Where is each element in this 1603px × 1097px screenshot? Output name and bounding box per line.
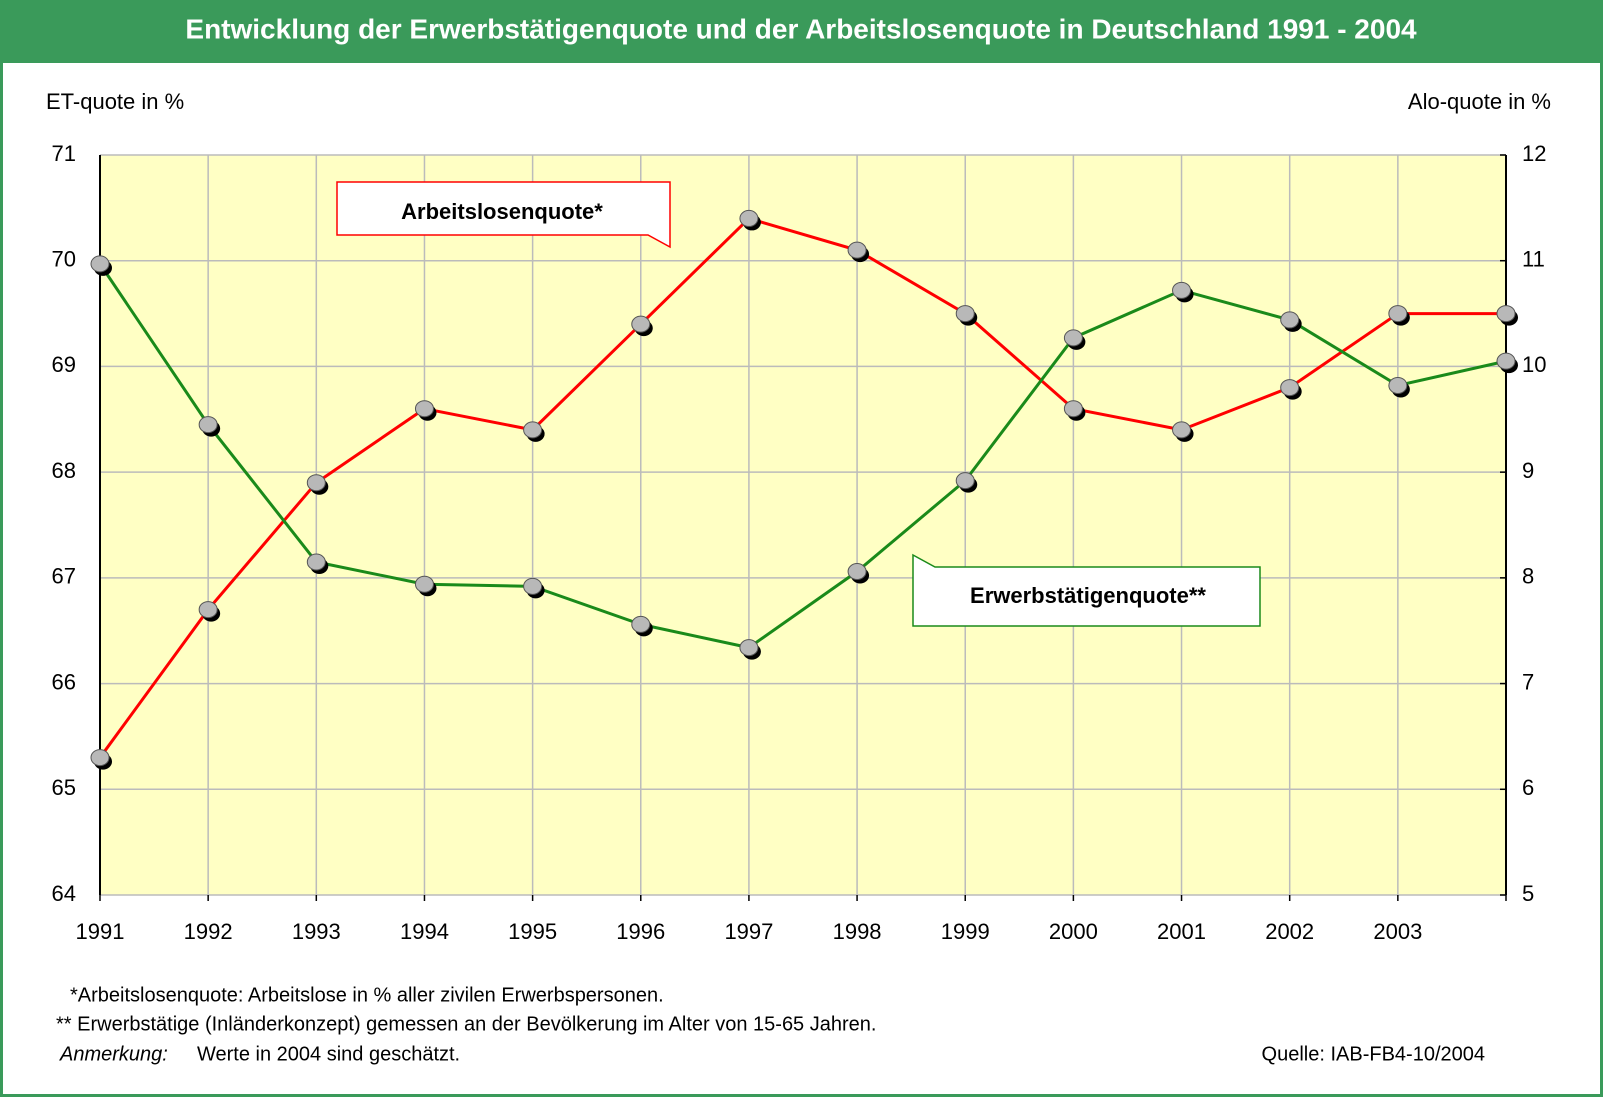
marker <box>1172 421 1192 439</box>
series-label: Erwerbstätigenquote** <box>970 583 1206 608</box>
marker <box>198 416 218 434</box>
y-tick-label: 69 <box>52 352 76 377</box>
x-tick-label: 1991 <box>76 919 125 944</box>
marker <box>90 255 110 273</box>
marker <box>847 563 867 581</box>
marker <box>1280 379 1300 397</box>
x-tick-label: 1994 <box>400 919 449 944</box>
source: Quelle: IAB-FB4-10/2004 <box>1262 1043 1485 1065</box>
x-tick-label: 1999 <box>941 919 990 944</box>
x-tick-label: 1993 <box>292 919 341 944</box>
y2-tick-label: 11 <box>1522 247 1545 272</box>
series-line <box>98 216 1506 759</box>
x-tick-label: 2003 <box>1373 919 1422 944</box>
marker <box>306 553 326 571</box>
remark-label: Anmerkung: <box>59 1043 168 1065</box>
chart-title: Entwicklung der Erwerbstätigenquote und … <box>185 13 1417 44</box>
marker <box>198 601 218 619</box>
marker <box>523 577 543 595</box>
footnote: ** Erwerbstätige (Inländerkonzept) gemes… <box>56 1013 876 1035</box>
marker <box>1063 400 1083 418</box>
marker <box>955 305 975 323</box>
marker <box>523 421 543 439</box>
x-tick-label: 2001 <box>1157 919 1206 944</box>
marker <box>414 400 434 418</box>
y2-tick-label: 7 <box>1522 669 1534 694</box>
x-tick-label: 1995 <box>508 919 557 944</box>
y2-tick-label: 5 <box>1522 881 1534 906</box>
remark-text: Werte in 2004 sind geschätzt. <box>197 1043 460 1065</box>
x-tick-label: 2000 <box>1049 919 1098 944</box>
plot-area <box>100 155 1506 895</box>
y2-tick-label: 10 <box>1522 352 1546 377</box>
marker <box>1063 329 1083 347</box>
x-tick-label: 1998 <box>833 919 882 944</box>
y-tick-label: 70 <box>52 247 76 272</box>
marker <box>955 472 975 490</box>
x-tick-label: 1996 <box>616 919 665 944</box>
y2-axis-label: Alo-quote in % <box>1408 89 1551 114</box>
x-tick-label: 2002 <box>1265 919 1314 944</box>
marker <box>1388 305 1408 323</box>
marker <box>306 474 326 492</box>
marker <box>631 615 651 633</box>
marker <box>1496 352 1516 370</box>
series-label: Arbeitslosenquote* <box>401 199 603 224</box>
marker <box>414 575 434 593</box>
y2-tick-label: 12 <box>1522 141 1546 166</box>
callout-box <box>912 553 1261 627</box>
marker <box>1280 311 1300 329</box>
marker <box>90 749 110 767</box>
x-tick-label: 1997 <box>724 919 773 944</box>
marker <box>1388 376 1408 394</box>
callout-box <box>336 181 671 249</box>
marker <box>739 209 759 227</box>
y2-tick-label: 9 <box>1522 458 1534 483</box>
marker <box>1172 281 1192 299</box>
y-tick-label: 71 <box>52 141 76 166</box>
marker <box>631 315 651 333</box>
series-line <box>98 263 1507 650</box>
y-tick-label: 65 <box>52 775 76 800</box>
marker <box>847 241 867 259</box>
marker <box>1496 305 1516 323</box>
y-axis-label: ET-quote in % <box>46 89 184 114</box>
y-tick-label: 67 <box>52 564 76 589</box>
y-tick-label: 66 <box>52 669 76 694</box>
y-tick-label: 64 <box>52 881 76 906</box>
header <box>0 0 1603 63</box>
y-tick-label: 68 <box>52 458 76 483</box>
y2-tick-label: 8 <box>1522 564 1534 589</box>
marker <box>739 639 759 657</box>
footnote: *Arbeitslosenquote: Arbeitslose in % all… <box>70 984 664 1006</box>
x-tick-label: 1992 <box>184 919 233 944</box>
y2-tick-label: 6 <box>1522 775 1534 800</box>
